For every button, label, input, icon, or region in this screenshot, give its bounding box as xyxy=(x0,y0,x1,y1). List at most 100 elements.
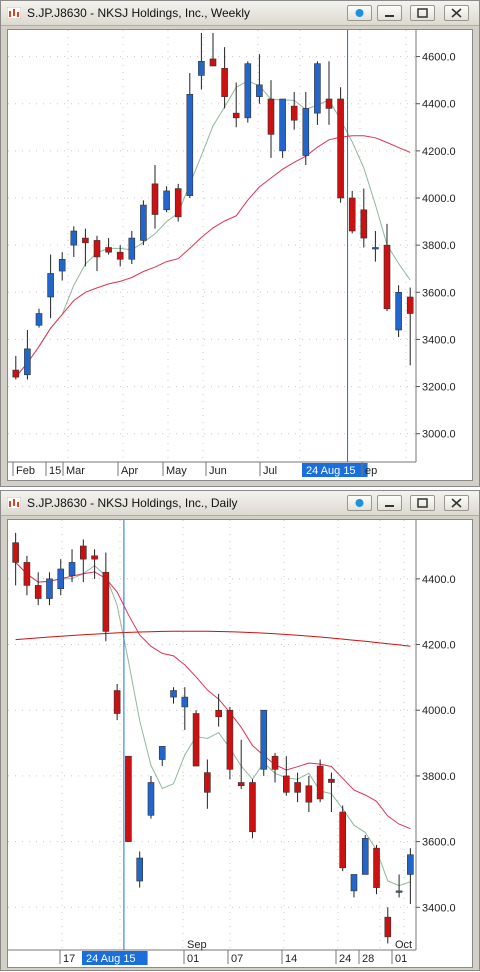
candle-body xyxy=(302,108,310,156)
candle-body xyxy=(226,709,234,770)
x-tick-label: 15 xyxy=(49,465,61,477)
weekly-title-bar[interactable]: S.JP.J8630 - NKSJ Holdings, Inc., Weekly xyxy=(1,1,479,26)
candle-body xyxy=(57,568,65,589)
candle-body xyxy=(93,240,101,258)
weekly-link-button[interactable] xyxy=(347,5,372,21)
candle-body xyxy=(294,782,301,793)
daily-candlestick-chart[interactable]: 4400.0 4200.0 4000.0 3800.0 3600.0 3400.0 17 24… xyxy=(8,520,472,967)
candle-body xyxy=(198,60,205,76)
candle-body xyxy=(186,93,194,196)
candle-body xyxy=(170,690,177,698)
candle-body xyxy=(151,183,159,215)
x-month-label: Oct xyxy=(395,939,412,951)
candle-body xyxy=(181,696,189,708)
candle-body xyxy=(68,562,76,576)
moving-average-slow xyxy=(15,562,411,830)
y-tick-label: 4600.0 xyxy=(422,52,456,64)
weekly-candlestick-chart[interactable]: 4600.0 4400.0 4200.0 4000.0 3800.0 3600.0 3400… xyxy=(8,30,472,480)
x-tick-label: 07 xyxy=(231,953,243,965)
chart-app-icon xyxy=(7,7,21,19)
candle-body xyxy=(383,244,391,310)
candle-body xyxy=(283,775,290,793)
candle-body xyxy=(271,755,279,770)
candle-body xyxy=(23,562,31,586)
candle-body xyxy=(158,746,166,760)
weekly-window-title: S.JP.J8630 - NKSJ Holdings, Inc., Weekly xyxy=(27,6,250,20)
candle-body xyxy=(163,190,170,211)
candle-body xyxy=(47,273,54,298)
close-icon xyxy=(451,8,462,18)
x-tick-label: 14 xyxy=(285,953,297,965)
y-tick-label: 3800.0 xyxy=(422,240,456,252)
daily-title-bar[interactable]: S.JP.J8630 - NKSJ Holdings, Inc., Daily xyxy=(1,491,479,516)
x-tick-label: 01 xyxy=(395,953,407,965)
maximize-icon xyxy=(417,498,428,508)
y-tick-label: 3400.0 xyxy=(422,334,456,346)
candle-body xyxy=(395,890,403,893)
x-tick-label: Apr xyxy=(121,465,138,477)
weekly-chart-window: S.JP.J8630 - NKSJ Holdings, Inc., Weekly… xyxy=(0,0,480,487)
candle-body xyxy=(80,545,87,560)
candle-body xyxy=(105,247,112,253)
candle-body xyxy=(328,778,335,783)
y-tick-label: 3400.0 xyxy=(422,902,456,914)
candle-body xyxy=(209,58,217,67)
candle-body xyxy=(314,63,321,114)
minimize-icon xyxy=(385,505,394,507)
x-tick-label: Mar xyxy=(66,465,85,477)
weekly-close-button[interactable] xyxy=(444,5,469,21)
candle-body xyxy=(12,542,19,563)
y-tick-label: 3800.0 xyxy=(422,771,456,783)
y-tick-label: 4000.0 xyxy=(422,193,456,205)
daily-maximize-button[interactable] xyxy=(410,495,435,511)
cursor-date-badge xyxy=(302,463,368,477)
minimize-icon xyxy=(385,15,394,17)
candle-body xyxy=(232,112,240,119)
x-tick-label: Jul xyxy=(263,465,277,477)
daily-link-button[interactable] xyxy=(347,495,372,511)
candle-body xyxy=(325,98,333,109)
candle-body xyxy=(192,713,200,767)
candle-body xyxy=(372,247,379,250)
candle-body xyxy=(384,916,392,938)
y-tick-label: 4400.0 xyxy=(422,99,456,111)
y-tick-label: 4400.0 xyxy=(422,574,456,586)
candle-body xyxy=(91,555,98,560)
candle-body xyxy=(215,709,222,718)
candle-body xyxy=(70,230,78,246)
x-tick-label: 01 xyxy=(187,953,199,965)
weekly-chart-area[interactable]: 4600.0 4400.0 4200.0 4000.0 3800.0 3600.0 3400… xyxy=(7,29,473,481)
candle-body xyxy=(34,585,42,599)
blue-dot-icon xyxy=(355,9,364,17)
close-icon xyxy=(451,498,462,508)
daily-chart-window: S.JP.J8630 - NKSJ Holdings, Inc., Daily … xyxy=(0,490,480,971)
candle-body xyxy=(237,782,245,787)
cursor-date-badge xyxy=(82,951,148,965)
y-tick-label: 4000.0 xyxy=(422,705,456,717)
candle-body xyxy=(305,785,313,803)
candle-body xyxy=(279,98,286,152)
candle-body xyxy=(102,571,110,632)
cursor-date-label: 24 Aug 15 xyxy=(306,465,356,477)
candle-body xyxy=(58,258,66,272)
candle-body xyxy=(373,847,380,888)
candle-body xyxy=(337,98,344,199)
moving-average-slow xyxy=(15,135,411,378)
candle-body xyxy=(256,84,263,97)
candle-body xyxy=(249,782,256,833)
x-tick-label: Jun xyxy=(209,465,227,477)
daily-chart-area[interactable]: 4400.0 4200.0 4000.0 3800.0 3600.0 3400.0 17 24… xyxy=(7,519,473,968)
weekly-maximize-button[interactable] xyxy=(410,5,435,21)
daily-minimize-button[interactable] xyxy=(377,495,402,511)
weekly-minimize-button[interactable] xyxy=(377,5,402,21)
candle-body xyxy=(350,874,358,892)
y-tick-label: 3000.0 xyxy=(422,429,456,441)
candle-body xyxy=(244,63,252,119)
y-tick-label: 3600.0 xyxy=(422,837,456,849)
x-tick-label: 24 xyxy=(339,953,351,965)
candle-body xyxy=(204,772,211,793)
daily-close-button[interactable] xyxy=(444,495,469,511)
candle-body xyxy=(395,291,402,331)
y-tick-label: 4200.0 xyxy=(422,146,456,158)
candle-body xyxy=(116,251,124,260)
